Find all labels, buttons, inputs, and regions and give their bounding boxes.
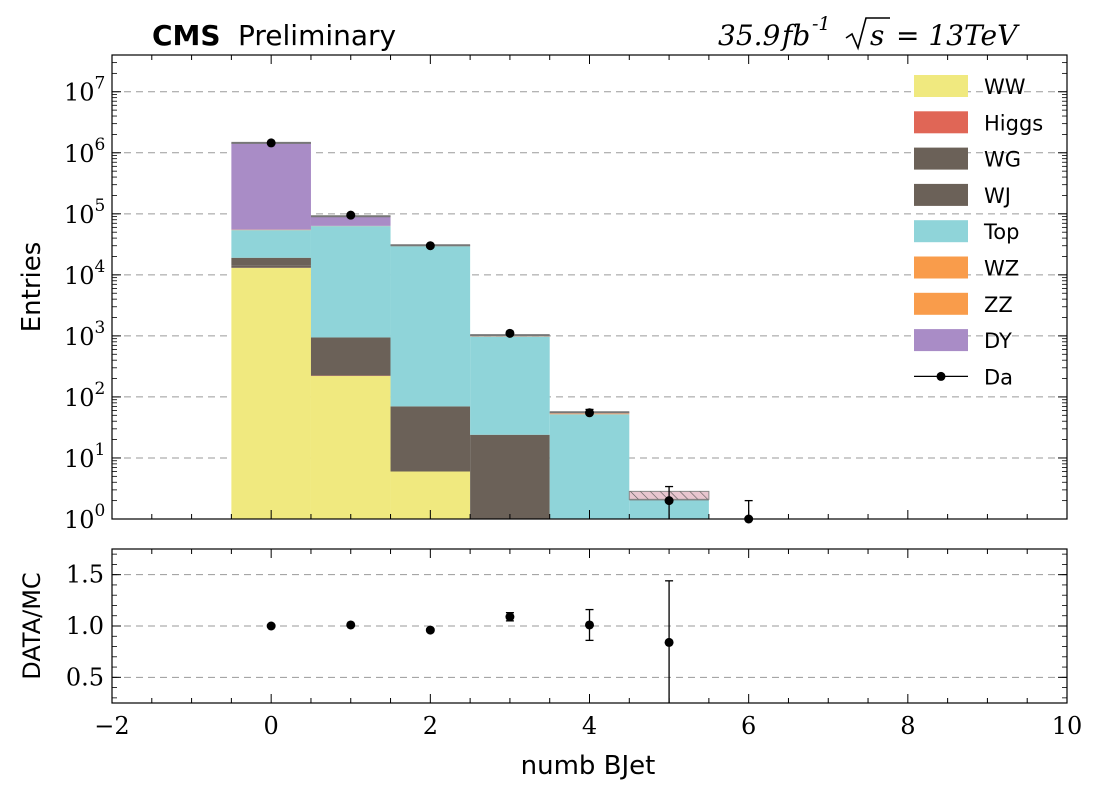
legend-swatch-dy [914, 329, 968, 352]
bar-top [549, 414, 630, 519]
data-points [266, 138, 754, 524]
legend-label-dy: DY [984, 329, 1012, 353]
y-tick-label: 103 [64, 318, 105, 351]
status-label: Preliminary [238, 19, 396, 52]
legend-label-higgs: Higgs [984, 111, 1043, 135]
legend-swatch-wj [914, 183, 968, 206]
data-point [425, 241, 435, 251]
legend-swatch-ww [914, 75, 968, 97]
data-point [585, 408, 594, 418]
ratio-y-axis-title: DATA/MC [18, 572, 46, 679]
legend-label-zz: ZZ [984, 293, 1013, 317]
ratio-y-tick-label: 0.5 [66, 663, 104, 691]
y-tick-label: 106 [64, 135, 105, 168]
y-tick-label: 104 [64, 257, 105, 290]
x-axis-title: numb BJet [521, 751, 656, 781]
lumi-value: 35.9 [718, 19, 780, 52]
bar-top [470, 336, 550, 435]
x-tick-label: 2 [423, 712, 438, 740]
y-tick-label: 102 [64, 379, 105, 412]
lumi-unit: fb [780, 19, 810, 52]
legend: WW Higgs WG WJ Top WZ ZZ DY Da [914, 75, 1043, 389]
ratio-point [585, 620, 594, 630]
y-tick-label: 101 [64, 440, 105, 473]
data-point [664, 496, 674, 506]
bar-wj [390, 406, 471, 472]
legend-swatch-top [914, 220, 968, 243]
lumi-exponent: -1 [812, 13, 831, 35]
data-point [266, 138, 276, 148]
ratio-panel: 0.5 1.0 1.5 −2 0 2 4 6 8 10 DATA/MC numb BJet [18, 548, 1082, 781]
ratio-y-tick-labels: 0.5 1.0 1.5 [66, 561, 104, 692]
bar-top [231, 230, 311, 258]
y-tick-label: 100 [64, 501, 105, 534]
y-tick-exponent: 4 [95, 257, 106, 277]
experiment-label: CMS [152, 19, 221, 52]
x-tick-label: 4 [582, 712, 597, 740]
ratio-point [505, 612, 515, 622]
x-tick-label: 10 [1052, 712, 1083, 740]
ratio-y-tick-label: 1.5 [66, 561, 104, 589]
legend-label-wg: WG [984, 148, 1021, 172]
legend-swatch-zz [914, 292, 968, 315]
y-tick-exponent: 7 [95, 74, 106, 94]
x-tick-labels: −2 0 2 4 6 8 10 [94, 712, 1082, 740]
sqrt-sign-icon [845, 17, 890, 51]
bar-wg [231, 265, 311, 268]
legend-swatch-higgs [914, 111, 968, 134]
legend-label-wj: WJ [984, 184, 1011, 208]
data-point [346, 210, 356, 220]
luminosity-energy-label: 35.9 fb -1 s = 13TeV [718, 13, 1020, 52]
ratio-points [266, 580, 674, 703]
ratio-point [346, 620, 356, 630]
bar-ww [310, 376, 391, 519]
ratio-y-tick-label: 1.0 [66, 612, 104, 640]
y-tick-exponent: 5 [95, 196, 106, 216]
y-tick-exponent: 0 [95, 501, 106, 521]
legend-swatch-wg [914, 147, 968, 170]
legend-label-ww: WW [984, 75, 1026, 99]
ratio-point [266, 621, 276, 631]
ratio-point [664, 637, 674, 647]
ratio-ticks [111, 549, 1068, 703]
main-ticks [111, 54, 1068, 520]
energy-rhs: = 13TeV [896, 19, 1020, 52]
x-tick-label: 8 [900, 712, 915, 740]
y-tick-exponent: 2 [95, 379, 106, 399]
bar-wj [231, 257, 311, 266]
x-tick-label: 6 [741, 712, 756, 740]
y-tick-label: 107 [64, 74, 105, 107]
bar-top [390, 246, 471, 407]
legend-label-wz: WZ [984, 257, 1019, 281]
data-point [505, 328, 515, 338]
y-tick-label: 105 [64, 196, 105, 229]
legend-swatch-wz [914, 256, 968, 279]
legend-label-data: Da [984, 365, 1013, 389]
bar-dy [231, 142, 311, 230]
y-tick-exponent: 3 [95, 318, 106, 338]
bar-dy [310, 216, 391, 226]
stacked-bars [231, 141, 709, 519]
energy-lhs: s [870, 19, 884, 52]
bar-wj [470, 434, 550, 519]
bar-wj [310, 337, 391, 376]
y-tick-exponent: 1 [95, 440, 106, 460]
ratio-point [425, 625, 435, 635]
bar-ww [231, 267, 311, 519]
legend-label-top: Top [983, 220, 1019, 244]
y-tick-exponent: 6 [95, 135, 106, 155]
legend-data-marker [936, 371, 946, 381]
x-tick-label: 0 [264, 712, 279, 740]
x-tick-label: −2 [94, 712, 129, 740]
y-axis-title: Entries [17, 242, 47, 333]
bar-top [310, 226, 391, 338]
